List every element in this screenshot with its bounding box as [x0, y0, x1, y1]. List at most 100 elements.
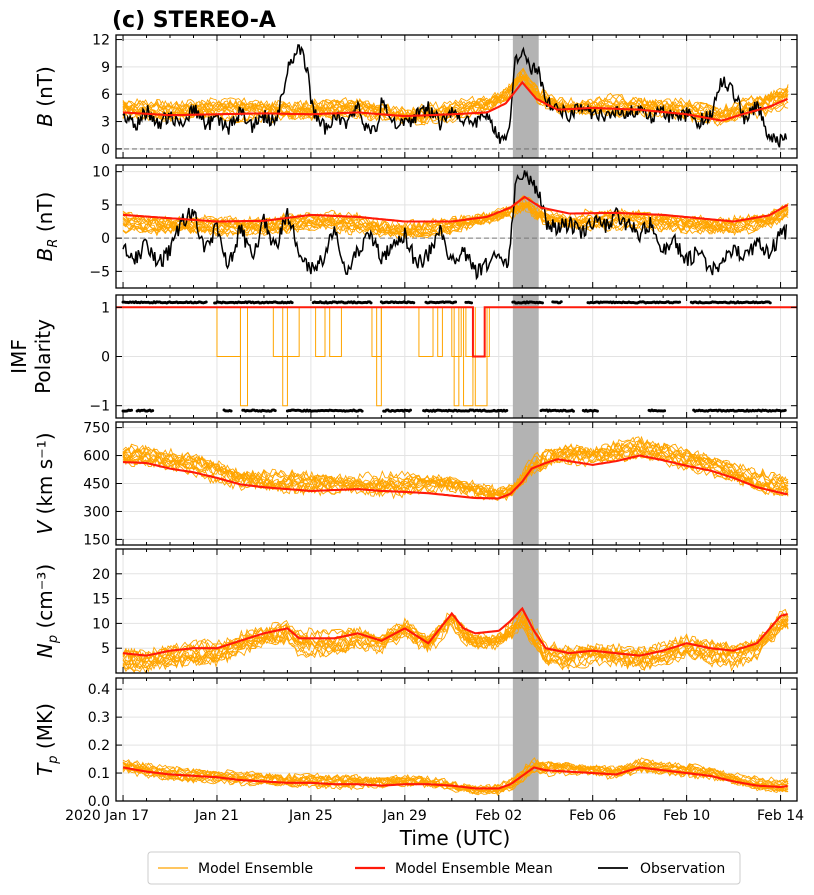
panel-V-plot-area — [116, 422, 797, 545]
panel-B: 0 3 6 9 12 B (nT) — [33, 33, 798, 159]
panel-Np-ensemble-member-2 — [122, 611, 789, 671]
panel-B-ytick-label-0: 0 — [101, 142, 110, 158]
panel-POL-obs-neg-dot — [360, 409, 364, 413]
panel-Np-frame — [115, 548, 798, 674]
panel-POL-obs-neg-dot — [408, 408, 412, 412]
panel-POL-obs-neg-dot — [129, 408, 133, 412]
panel-Tp-ensemble-member-12 — [122, 761, 789, 791]
panel-BR-plot-area — [116, 165, 797, 288]
panel-B-ytick-label-4: 12 — [92, 33, 110, 49]
panel-BR-observation-line — [122, 170, 788, 281]
panel-BR-ensemble-member-12 — [122, 201, 789, 230]
panel-POL-ensemble-excursion-2 — [272, 307, 300, 357]
panel-V-ytick-label-1: 300 — [83, 504, 110, 520]
panel-V-y-label: V (km s⁻¹) — [33, 432, 57, 534]
panel-Tp-y-label-subscript: p — [46, 755, 61, 764]
panel-Tp-ytick-label-3: 0.3 — [88, 710, 110, 726]
panel-POL-ensemble-excursion-13 — [465, 307, 490, 357]
panel-Tp-ytick-label-2: 0.2 — [88, 738, 110, 754]
panel-Tp-ensemble-member-11 — [122, 757, 789, 795]
panel-BR-mean-line — [122, 195, 789, 223]
panel-V-ytick-label-4: 750 — [83, 421, 110, 437]
panel-B-ensemble-member-12 — [122, 76, 789, 122]
panel-Tp-plot-area — [116, 678, 797, 801]
panel-Np-y-label-symbol: N — [33, 643, 57, 658]
panel-Tp: 0.0 0.1 0.2 0.3 0.4 Tp (MK) — [33, 677, 798, 810]
panel-BR-y-label: BR (nT) — [33, 192, 61, 262]
panel-POL-obs-pos-dot — [412, 301, 416, 305]
panel-V-y-label-unit: (km s⁻¹) — [33, 432, 57, 520]
panel-POL-ytick-label-1: 0 — [101, 350, 110, 366]
panel-BR-y-label-subscript: R — [46, 239, 61, 248]
panel-Np-y-label-unit: (cm⁻³) — [33, 564, 57, 635]
panel-B-y-label: B (nT) — [33, 66, 57, 127]
panel-Tp-ensemble-member-6 — [122, 757, 789, 796]
panel-Np-y-label-subscript: p — [46, 635, 61, 644]
panel-POL-ensemble-excursion-0 — [216, 307, 241, 357]
panel-B-ensemble-member-8 — [122, 70, 789, 122]
panel-Np-ensemble-member-11 — [122, 619, 789, 673]
panel-POL-event-shade — [512, 295, 539, 418]
panel-POL-obs-pos-dot — [540, 301, 544, 305]
panel-POL-obs-neg-dot — [229, 409, 233, 413]
panel-Tp-ytick-label-4: 0.4 — [88, 682, 110, 698]
panel-Tp-ytick-label-0: 0.0 — [88, 794, 110, 810]
panel-POL-obs-neg-dot — [571, 409, 575, 413]
panel-Tp-frame — [115, 677, 798, 802]
panel-Tp-y-label: Tp (MK) — [33, 703, 61, 776]
panel-POL-plot-area — [116, 295, 797, 418]
legend: Model Ensemble Model Ensemble Mean Obser… — [147, 851, 741, 885]
panel-POL-obs-pos-dot — [290, 301, 294, 305]
panel-V: 150 300 450 600 750 V (km s⁻¹) — [33, 421, 798, 548]
x-tick-label: 2020 Jan 17 — [65, 808, 149, 824]
panel-POL-obs-neg-dot — [663, 409, 667, 413]
legend-ensemble-label: Model Ensemble — [198, 861, 313, 877]
panel-POL-ensemble-excursion-7 — [376, 307, 382, 407]
panel-POL-obs-pos-dot — [369, 301, 373, 305]
panel-Np-plot-area — [116, 549, 797, 673]
panel-Np-event-shade — [512, 549, 539, 673]
panel-POL-ensemble-excursion-10 — [451, 307, 462, 357]
panel-BR-ensemble-member-13 — [122, 201, 789, 236]
panel-V-y-label-symbol: V — [33, 520, 57, 535]
panel-POL-ensemble-excursion-9 — [437, 307, 443, 357]
panel-Np-ytick-label-2: 15 — [92, 592, 110, 608]
panel-BR-ytick-label-1: 0 — [101, 231, 110, 247]
panel-Tp-mean-line — [122, 766, 788, 790]
x-tick-label: Feb 14 — [757, 808, 804, 824]
panel-POL-obs-neg-dot — [783, 408, 787, 412]
panel-V-mean-line — [122, 454, 788, 500]
panel-B-frame — [115, 34, 798, 159]
panel-B-ytick-label-3: 9 — [101, 60, 110, 76]
panel-POL-obs-neg-dot — [505, 408, 509, 412]
panel-BR-ensemble-member-11 — [122, 204, 789, 239]
panel-B-ytick-label-2: 6 — [101, 87, 110, 103]
panel-Np-ytick-label-3: 20 — [92, 567, 110, 583]
panel-V-ytick-label-0: 150 — [83, 532, 110, 548]
panel-POL-ensemble-excursion-1 — [239, 307, 249, 407]
x-axis-label: Time (UTC) — [399, 826, 511, 850]
panel-POL-ensemble-excursion-4 — [315, 307, 326, 357]
panel-POL-ensemble-excursion-11 — [453, 307, 460, 407]
panel-B-mean-line — [122, 80, 789, 122]
x-tick-label: Jan 29 — [382, 808, 427, 824]
panel-Np-ytick-label-0: 5 — [101, 641, 110, 657]
panel-BR-y-label-unit: (nT) — [33, 192, 57, 239]
panel-Np-ytick-label-1: 10 — [92, 616, 110, 632]
panel-BR-frame — [115, 164, 798, 289]
panel-Tp-y-label-symbol: T — [33, 762, 57, 776]
panel-POL-obs-neg-dot — [273, 409, 277, 413]
panel-POL-ensemble-excursion-3 — [282, 307, 288, 407]
panel-POL-mean-line — [116, 306, 797, 358]
panel-POL-ytick-label-2: 1 — [101, 300, 110, 316]
panel-Tp-ytick-label-1: 0.1 — [88, 766, 110, 782]
panel-Np: 5 10 15 20 Np (cm⁻³) — [33, 548, 798, 674]
panel-POL-obs-neg-dot — [151, 409, 155, 413]
panel-POL-obs-pos-dot — [204, 300, 208, 304]
panel-POL-ensemble-excursion-5 — [329, 307, 342, 357]
panel-V-ensemble-member-12 — [122, 445, 789, 498]
panel-V-ytick-label-3: 600 — [83, 449, 110, 465]
panel-B-observation-line — [122, 44, 788, 148]
panel-BR-ytick-label-3: 10 — [92, 165, 110, 181]
